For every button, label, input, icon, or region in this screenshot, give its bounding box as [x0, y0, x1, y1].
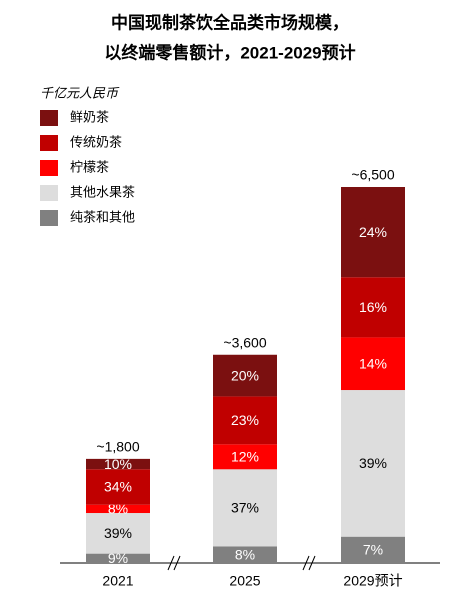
- value-label: 8%: [235, 546, 255, 562]
- bar-segment: [213, 469, 277, 547]
- legend-swatch: [40, 135, 58, 151]
- x-tick-label: 2029预计: [343, 573, 402, 589]
- legend-label: 鲜奶茶: [70, 109, 109, 124]
- value-label: 39%: [104, 525, 132, 541]
- total-label: ~6,500: [351, 167, 394, 183]
- value-label: 10%: [104, 456, 132, 472]
- x-tick-label: 2021: [102, 573, 133, 589]
- legend-label: 传统奶茶: [70, 134, 122, 149]
- bar-segment: [341, 187, 405, 278]
- legend-swatch: [40, 210, 58, 226]
- bar-segment: [213, 444, 277, 470]
- bar-segment: [213, 546, 277, 563]
- total-label: ~3,600: [223, 334, 266, 350]
- bar-segment: [341, 390, 405, 537]
- axis-break: [167, 555, 316, 571]
- unit-label: 千亿元人民币: [40, 85, 120, 100]
- value-label: 16%: [359, 299, 387, 315]
- legend-swatch: [40, 110, 58, 126]
- bar-segment: [213, 396, 277, 445]
- x-tick-label: 2025: [229, 573, 260, 589]
- value-label: 39%: [359, 455, 387, 471]
- bar-segment: [86, 513, 150, 554]
- value-label: 14%: [359, 355, 387, 371]
- bar-segment: [86, 553, 150, 563]
- bar-segment: [213, 354, 277, 397]
- value-label: 7%: [363, 542, 383, 558]
- bar-segment: [341, 277, 405, 338]
- chart-title: 中国现制茶饮全品类市场规模，: [111, 12, 349, 32]
- value-label: 24%: [359, 224, 387, 240]
- value-label: 20%: [231, 367, 259, 383]
- bar-segment: [86, 504, 150, 514]
- legend-label: 柠檬茶: [70, 159, 109, 174]
- legend-label: 纯茶和其他: [70, 209, 135, 224]
- value-label: 34%: [104, 479, 132, 495]
- bar-segment: [341, 536, 405, 563]
- total-label: ~1,800: [96, 439, 139, 455]
- bar-segment: [86, 469, 150, 505]
- value-label: 37%: [231, 500, 259, 516]
- chart-title: 以终端零售额计，2021-2029预计: [104, 42, 355, 62]
- legend-label: 其他水果茶: [70, 184, 135, 199]
- value-label: 9%: [108, 550, 128, 566]
- bar-segment: [86, 458, 150, 470]
- value-label: 23%: [231, 412, 259, 428]
- bar-segment: [341, 337, 405, 391]
- legend-swatch: [40, 185, 58, 201]
- value-label: 12%: [231, 448, 259, 464]
- legend-swatch: [40, 160, 58, 176]
